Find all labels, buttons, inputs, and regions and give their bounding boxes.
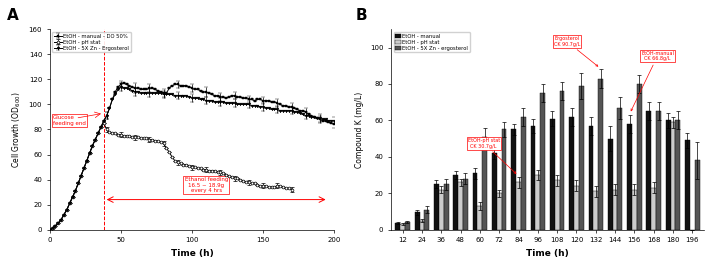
Bar <box>646 111 651 230</box>
Bar <box>579 86 584 230</box>
Bar <box>497 193 501 230</box>
Legend: EtOH - manual - DO 50%, EtOH - pH stat, EtOH - 5X Zn - Ergosterol: EtOH - manual - DO 50%, EtOH - pH stat, … <box>53 32 131 52</box>
Bar <box>651 188 656 230</box>
Bar <box>501 129 506 230</box>
X-axis label: Time (h): Time (h) <box>526 249 569 258</box>
Bar <box>632 190 637 230</box>
Bar <box>627 124 632 230</box>
Y-axis label: Compound K (mg/L): Compound K (mg/L) <box>356 91 364 168</box>
Bar <box>415 212 419 230</box>
Bar <box>656 111 661 230</box>
Bar <box>675 120 680 230</box>
Bar <box>511 129 516 230</box>
Text: EtOH-pH stat
CK 30.7g/L: EtOH-pH stat CK 30.7g/L <box>468 138 516 174</box>
Bar <box>550 119 555 230</box>
Bar <box>613 190 617 230</box>
Bar <box>574 186 579 230</box>
Bar <box>454 175 458 230</box>
Bar <box>637 84 641 230</box>
Bar <box>492 153 497 230</box>
Bar <box>400 224 405 230</box>
Text: EtOH-manual
CK 66.8g/L: EtOH-manual CK 66.8g/L <box>631 50 674 111</box>
Bar <box>482 137 487 230</box>
Bar <box>521 117 525 230</box>
Bar <box>419 221 424 230</box>
Bar <box>395 223 400 230</box>
Text: A: A <box>7 8 19 23</box>
Bar <box>405 222 410 230</box>
X-axis label: Time (h): Time (h) <box>171 249 213 258</box>
Text: Glucose
feeding end: Glucose feeding end <box>53 115 85 126</box>
Bar <box>530 126 535 230</box>
Bar <box>608 139 613 230</box>
Bar <box>463 179 468 230</box>
Bar <box>685 140 690 230</box>
Text: Ergosterol
CK 90.7g/L: Ergosterol CK 90.7g/L <box>554 36 598 66</box>
Bar <box>695 160 700 230</box>
Y-axis label: Cell Growth (OD$_{600}$): Cell Growth (OD$_{600}$) <box>11 91 23 168</box>
Bar <box>516 182 521 230</box>
Bar <box>473 173 478 230</box>
Bar <box>535 175 540 230</box>
Bar <box>598 78 603 230</box>
Bar <box>434 184 439 230</box>
Bar <box>665 120 670 230</box>
Bar <box>560 91 565 230</box>
Bar <box>424 210 429 230</box>
Text: Ethanol feeding
16.5 ~ 18.9g
every 4 hrs: Ethanol feeding 16.5 ~ 18.9g every 4 hrs <box>184 177 228 193</box>
Legend: EtOH - manual, EtOH - pH stat, EtOH - 5X Zn - ergosterol: EtOH - manual, EtOH - pH stat, EtOH - 5X… <box>394 32 469 52</box>
Bar <box>444 184 449 230</box>
Bar <box>540 93 545 230</box>
Bar <box>594 191 598 230</box>
Bar <box>617 108 622 230</box>
Text: B: B <box>356 8 367 23</box>
Bar <box>589 126 594 230</box>
Bar <box>439 190 444 230</box>
Bar <box>555 180 560 230</box>
Bar <box>570 117 574 230</box>
Bar <box>458 182 463 230</box>
Bar <box>670 122 675 230</box>
Bar <box>478 206 482 230</box>
